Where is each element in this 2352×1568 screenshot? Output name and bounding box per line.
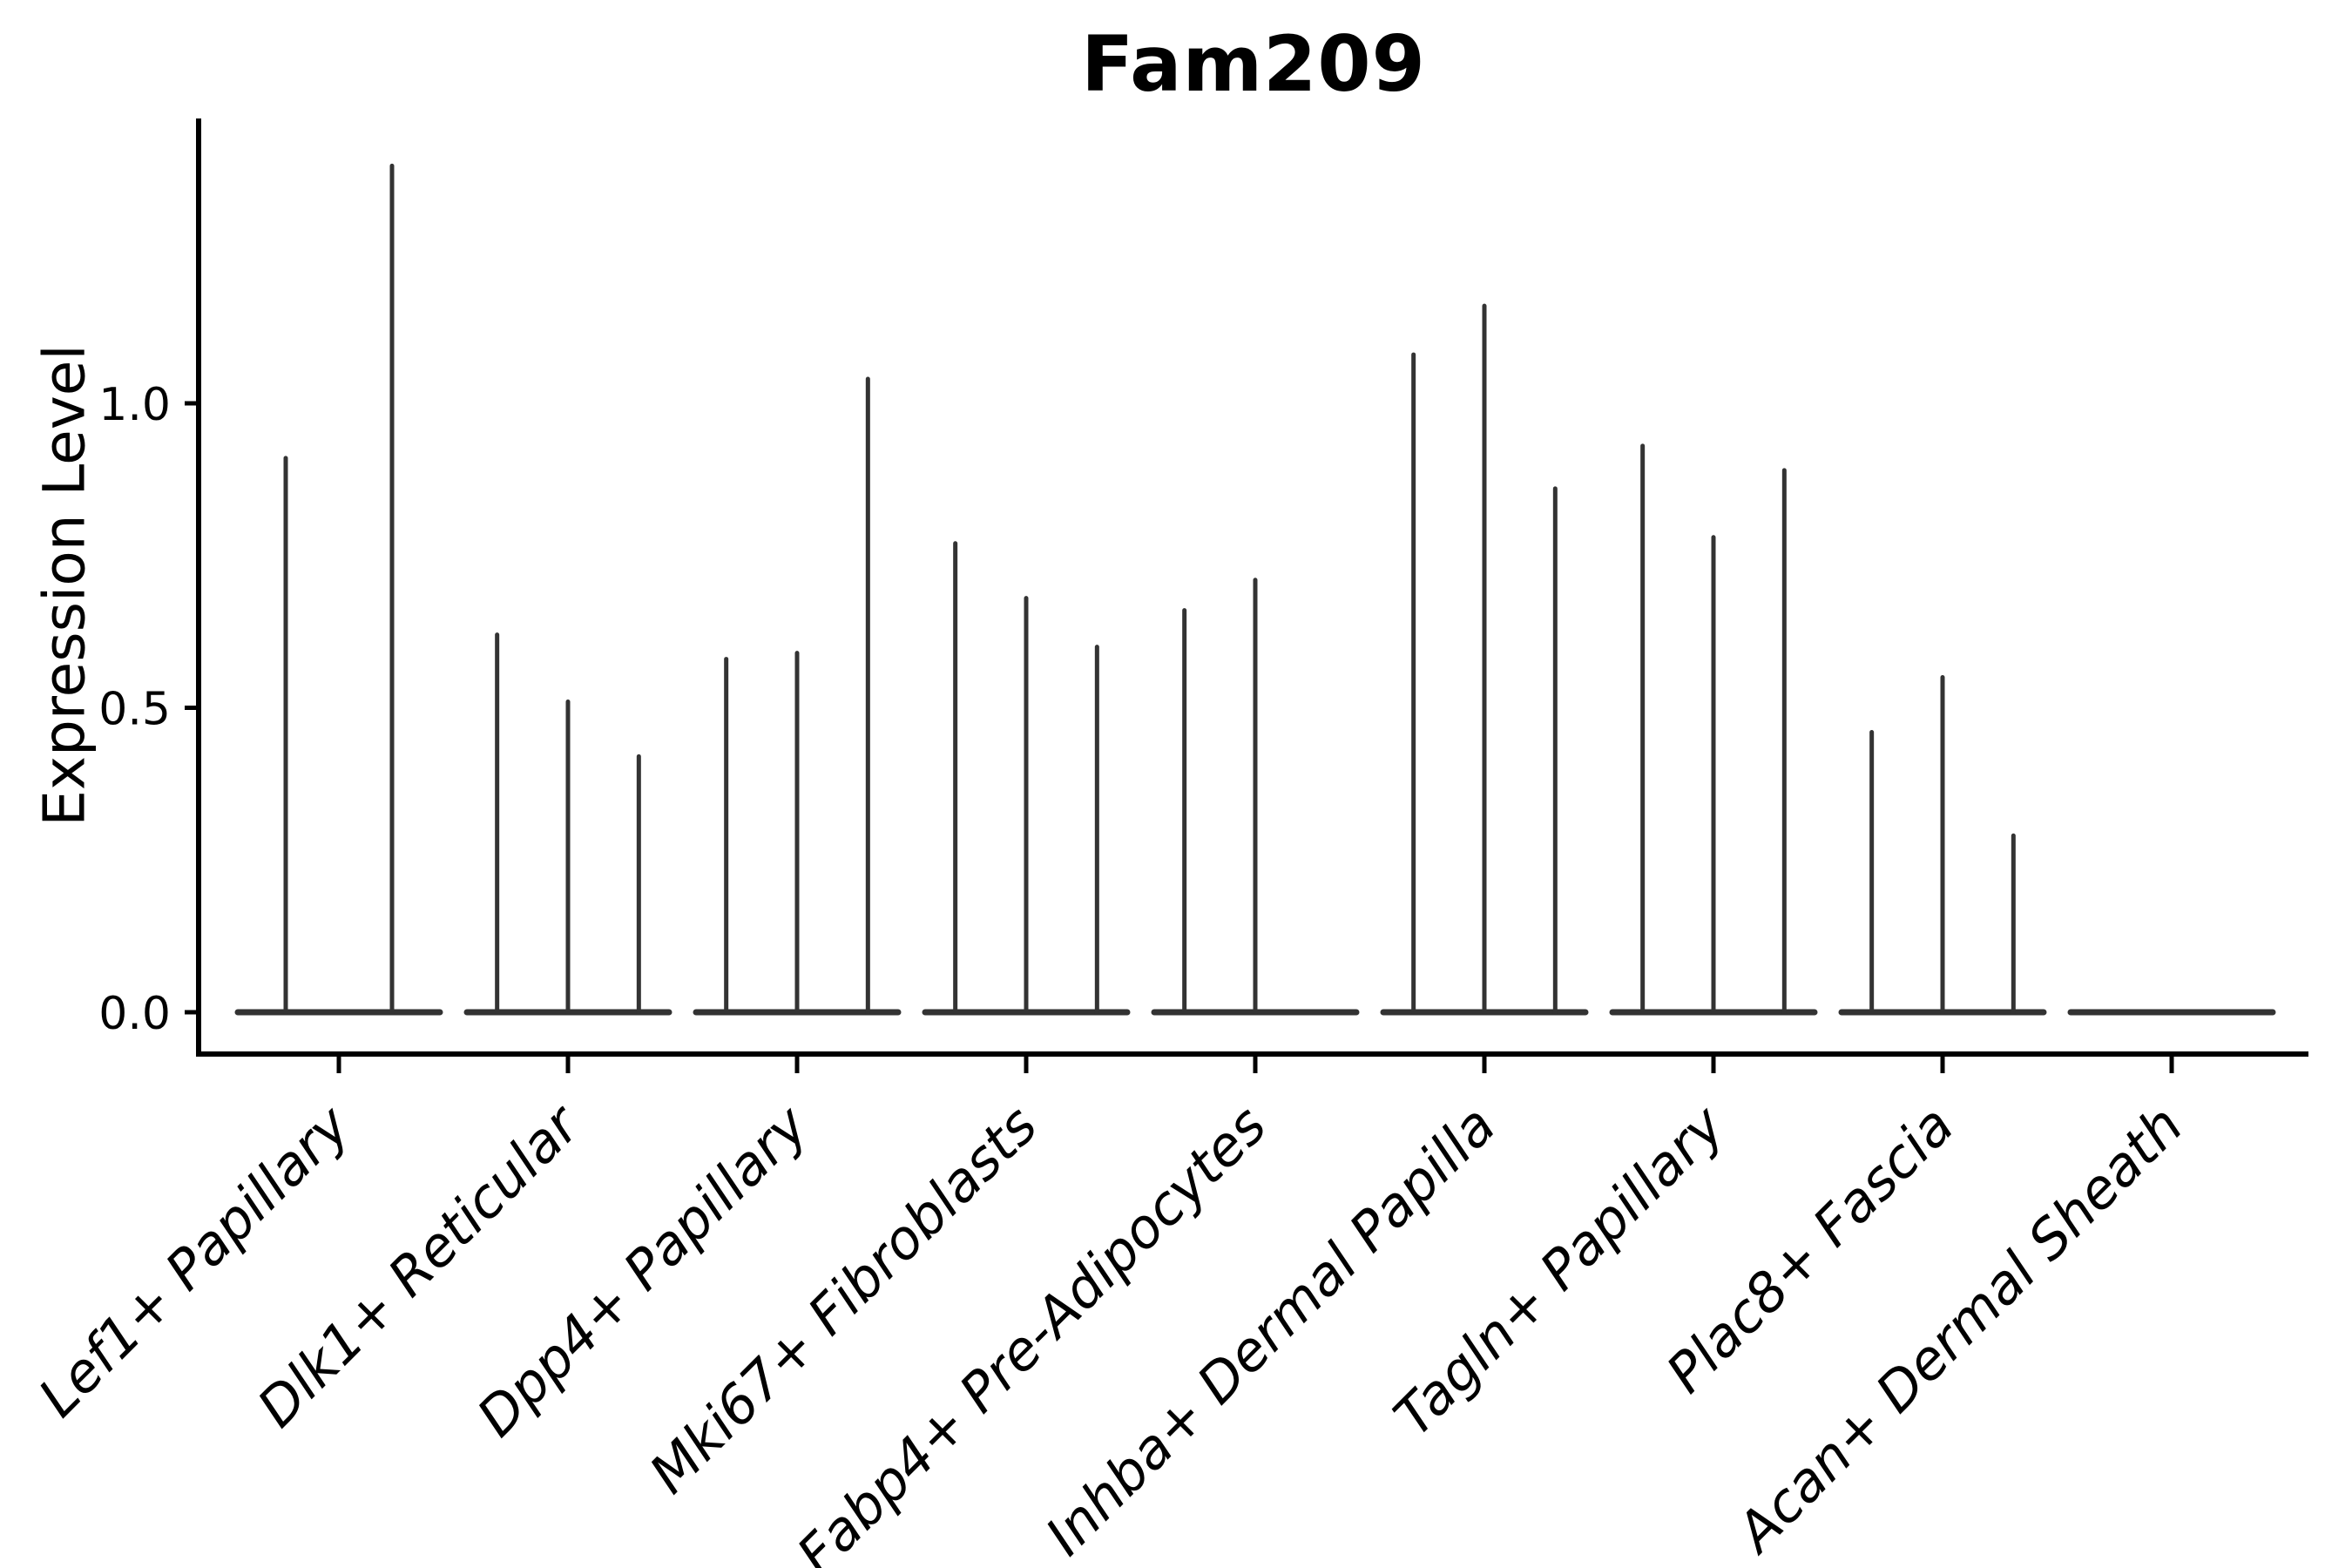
y-tick-label: 0.5 bbox=[98, 684, 171, 736]
x-tick-label: Inhba+ Dermal Papilla bbox=[1033, 1093, 1507, 1567]
y-tick-label: 0.0 bbox=[98, 988, 171, 1040]
x-tick-label: Acan+ Dermal Sheath bbox=[1722, 1093, 2195, 1566]
x-tick-label: Mki67+ Fibroblasts bbox=[637, 1093, 1049, 1505]
x-tick-label: Fabp4+ Pre-Adipocytes bbox=[785, 1093, 1279, 1568]
y-tick-label: 1.0 bbox=[98, 379, 171, 431]
axis-spines bbox=[196, 118, 2308, 1057]
chart-title: Fam209 bbox=[1081, 19, 1426, 109]
